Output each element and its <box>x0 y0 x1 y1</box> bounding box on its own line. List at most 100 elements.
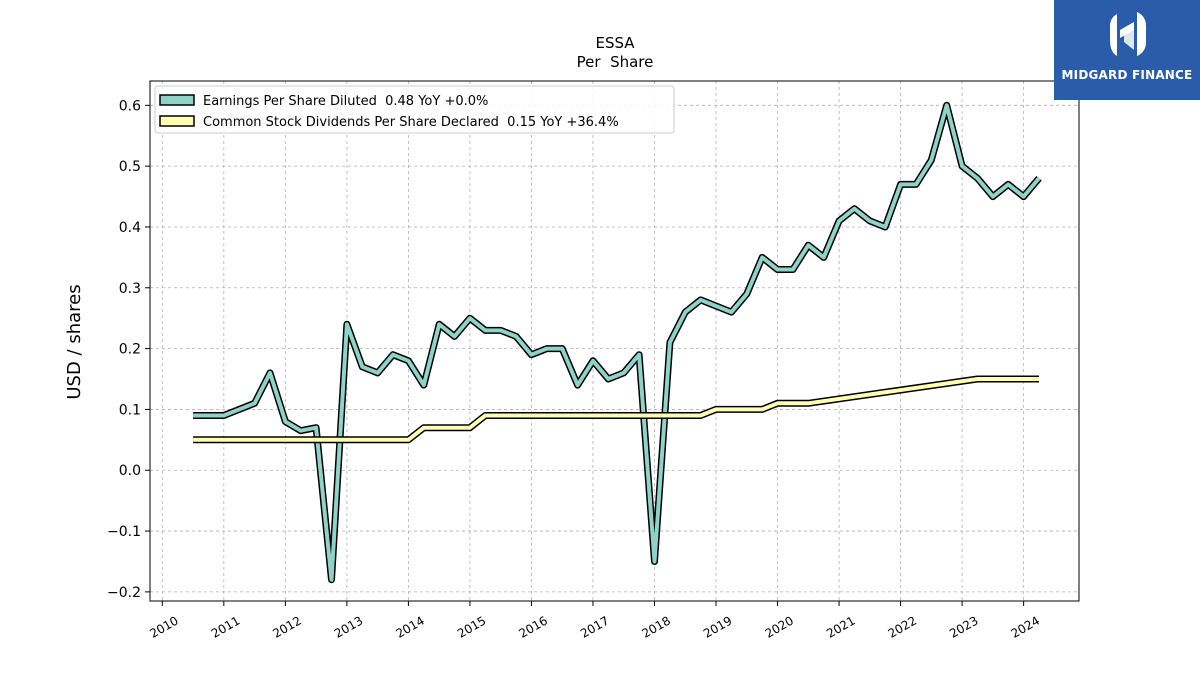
y-tick-label: 0.3 <box>119 281 141 297</box>
x-tick-label: 2022 <box>886 613 919 640</box>
y-tick-label: −0.2 <box>107 585 141 601</box>
y-tick-label: 0.4 <box>119 220 141 236</box>
data-point <box>345 322 349 326</box>
logo-text: MIDGARD FINANCE <box>1061 68 1193 82</box>
data-point <box>991 195 995 199</box>
series-2 <box>191 375 1039 444</box>
x-tick-label: 2011 <box>209 613 242 640</box>
data-point <box>760 255 764 259</box>
data-point <box>314 426 318 430</box>
data-point <box>468 316 472 320</box>
x-tick-label: 2015 <box>455 613 488 640</box>
data-point <box>453 334 457 338</box>
logo-mark-icon <box>1110 12 1146 56</box>
data-point <box>683 310 687 314</box>
x-tick-label: 2013 <box>332 613 365 640</box>
series-layer <box>191 101 1042 584</box>
series-line <box>193 103 1041 582</box>
data-point <box>945 103 949 107</box>
data-point <box>499 328 503 332</box>
data-point <box>714 407 718 411</box>
data-point <box>283 420 287 424</box>
data-point <box>837 219 841 223</box>
data-point <box>422 383 426 387</box>
data-point <box>545 347 549 351</box>
x-tick-label: 2021 <box>824 613 857 640</box>
data-point <box>514 334 518 338</box>
chart-title: ESSA <box>595 34 635 52</box>
data-point <box>652 559 656 563</box>
data-point <box>776 401 780 405</box>
data-point <box>914 182 918 186</box>
data-point <box>406 359 410 363</box>
data-point <box>1037 176 1041 180</box>
data-point <box>699 298 703 302</box>
y-tick-label: 0.2 <box>119 342 141 358</box>
data-point <box>791 268 795 272</box>
y-tick-label: 0.1 <box>119 402 141 418</box>
data-point <box>391 353 395 357</box>
data-point <box>222 414 226 418</box>
series-line-outline <box>193 101 1042 584</box>
x-tick-label: 2023 <box>947 613 980 640</box>
legend-label: Earnings Per Share Diluted 0.48 YoY +0.0… <box>203 94 488 109</box>
data-point <box>760 407 764 411</box>
data-point <box>299 429 303 433</box>
x-tick-label: 2018 <box>640 613 673 640</box>
data-point <box>960 164 964 168</box>
data-point <box>883 225 887 229</box>
x-tick-label: 2016 <box>516 613 549 640</box>
data-point <box>483 414 487 418</box>
data-point <box>529 353 533 357</box>
data-point <box>483 328 487 332</box>
x-tick-label: 2019 <box>701 613 734 640</box>
y-tick-label: 0.6 <box>119 98 141 114</box>
data-point <box>437 322 441 326</box>
data-point <box>868 219 872 223</box>
x-tick-label: 2017 <box>578 613 611 640</box>
data-point <box>714 304 718 308</box>
data-point <box>191 438 195 442</box>
data-point <box>329 578 333 582</box>
data-point <box>822 255 826 259</box>
x-tick-label: 2014 <box>393 613 426 640</box>
data-point <box>376 371 380 375</box>
data-point <box>776 268 780 272</box>
data-point <box>745 292 749 296</box>
data-point <box>268 371 272 375</box>
data-point <box>606 377 610 381</box>
y-axis-label: USD / shares <box>64 284 85 399</box>
legend: Earnings Per Share Diluted 0.48 YoY +0.0… <box>154 85 675 134</box>
brand-logo: MIDGARD FINANCE <box>1054 0 1200 100</box>
x-tick-label: 2024 <box>1009 613 1042 640</box>
data-point <box>975 176 979 180</box>
data-point <box>560 347 564 351</box>
data-point <box>191 414 195 418</box>
x-tick-label: 2020 <box>763 613 796 640</box>
data-point <box>253 401 257 405</box>
data-point <box>637 353 641 357</box>
data-point <box>929 158 933 162</box>
data-point <box>806 243 810 247</box>
data-point <box>729 310 733 314</box>
y-tick-label: 0.0 <box>119 463 141 479</box>
grid <box>150 81 1079 601</box>
data-point <box>699 414 703 418</box>
data-point <box>360 365 364 369</box>
legend-label: Common Stock Dividends Per Share Declare… <box>203 115 619 130</box>
data-point <box>1006 182 1010 186</box>
data-point <box>1022 195 1026 199</box>
plot-frame <box>149 80 1080 602</box>
series-1 <box>191 101 1042 584</box>
data-point <box>576 383 580 387</box>
y-tick-label: −0.1 <box>107 524 141 540</box>
data-point <box>975 377 979 381</box>
data-point <box>852 207 856 211</box>
series-line <box>193 377 1039 442</box>
data-point <box>622 371 626 375</box>
data-point <box>899 182 903 186</box>
legend-swatch <box>159 94 195 106</box>
x-tick-label: 2012 <box>270 613 303 640</box>
data-point <box>406 438 410 442</box>
